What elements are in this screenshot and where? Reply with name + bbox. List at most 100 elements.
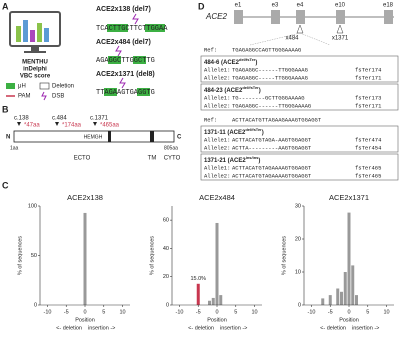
allele-sequence: ACTTACATGTAGA-AAGTGGAGGT <box>232 136 312 143</box>
allele-result: fsTer454 <box>355 144 382 151</box>
bar <box>196 283 200 305</box>
allele-sequence: TGAGAGGC------TTGGGAAAG <box>232 66 308 73</box>
panel-label: C <box>2 180 9 190</box>
ref-label: Ref: <box>204 116 217 123</box>
bar <box>321 298 325 305</box>
exon-label: e1 <box>235 3 242 9</box>
motif-label: HEMGH <box>84 134 103 140</box>
y-tick-label: 0 <box>166 302 169 308</box>
x-tick-label: 10 <box>383 309 389 315</box>
uh-highlight <box>104 88 117 96</box>
panel-label: B <box>2 104 9 114</box>
x-tick-label: -5 <box>328 309 333 315</box>
allele-name: Allele1: <box>204 66 230 73</box>
stop-label: *174aa <box>62 123 82 129</box>
y-tick-label: 40 <box>163 246 169 252</box>
x-tick-label: 0 <box>215 309 218 315</box>
dsb-mark <box>119 77 126 89</box>
y-tick-label: 20 <box>163 274 169 280</box>
x-tick-label: 5 <box>366 309 369 315</box>
y-tick-label: 0 <box>34 302 37 308</box>
clone-close: ) <box>259 88 261 94</box>
n-terminus: N <box>6 135 10 141</box>
legend-label: DSB <box>52 94 64 100</box>
clone-genotype: del/fsTer <box>245 127 262 132</box>
allele-result: fsTer465 <box>355 172 381 179</box>
allele-result: fsTer171 <box>355 102 382 109</box>
bar <box>83 212 87 305</box>
site-label: c.138 <box>14 116 29 122</box>
icon-bar <box>44 28 49 42</box>
domain-label: CYTO <box>164 156 181 162</box>
allele-sequence: TGAGAGGC-----TTGGGAAAAG <box>232 74 308 81</box>
clone-name: 484-23 (ACE2 <box>204 88 243 94</box>
panel-label: D <box>198 1 205 11</box>
bar <box>211 297 215 305</box>
uh-highlight <box>145 24 165 32</box>
x-axis-note: insertion -> <box>352 325 379 331</box>
allele-name: Allele2: <box>204 144 230 151</box>
legend-label: PAM <box>18 94 31 100</box>
y-tick-label: 50 <box>31 253 37 259</box>
bar <box>215 222 219 305</box>
y-tick-label: 20 <box>295 236 301 242</box>
uh-highlight <box>137 88 150 96</box>
site-label: c.1371 <box>90 116 109 122</box>
legend-label: Deletion <box>52 84 74 90</box>
guide-name: ACE2x1371 (del8) <box>96 71 155 78</box>
stop-label: *47aa <box>24 123 40 129</box>
site-label: c.484 <box>52 116 67 122</box>
panel-label: A <box>2 1 9 11</box>
y-axis-label: % of sequences <box>281 236 287 275</box>
icon-bar <box>30 30 35 42</box>
y-tick-label: 0 <box>298 302 301 308</box>
exon <box>384 10 393 24</box>
exon <box>296 10 305 24</box>
allele-result: fsTer474 <box>355 136 382 143</box>
clone-genotype: del/fsTer <box>242 85 259 90</box>
clone-name: 484-6 (ACE2 <box>204 60 240 66</box>
allele-name: Allele1: <box>204 164 230 171</box>
monitor-base <box>24 51 46 53</box>
c-terminus: C <box>177 135 182 141</box>
x-tick-label: 10 <box>251 309 257 315</box>
allele-sequence: ACTTACATGTAGAAAAGTGGAGGT <box>232 172 312 179</box>
bar <box>355 295 358 305</box>
exon <box>234 10 243 24</box>
exon-label: e18 <box>383 3 394 9</box>
clone-title: 484-6 (ACE2del/fsTer) <box>204 57 257 66</box>
clone-box <box>200 83 399 111</box>
site-label: x1371 <box>332 36 349 42</box>
bar <box>336 288 340 305</box>
allele-result: fsTer465 <box>355 164 381 171</box>
allele-result: fsTer174 <box>355 66 382 73</box>
x-axis-note: <- deletion <box>56 325 82 331</box>
icon-bar <box>37 23 42 42</box>
x-axis-note: <- deletion <box>320 325 346 331</box>
x-axis-label: Position <box>339 317 359 323</box>
motif-box <box>108 131 111 142</box>
clone-genotype: del/fsTer <box>239 57 256 62</box>
ref-label: Ref: <box>204 46 217 53</box>
chart-title: ACE2x138 <box>67 193 103 202</box>
uh-highlight <box>108 56 121 64</box>
x-tick-label: 5 <box>234 309 237 315</box>
x-axis-label: Position <box>207 317 227 323</box>
end-label: 805aa <box>164 145 178 151</box>
uh-highlight <box>107 24 128 32</box>
monitor-stand <box>31 46 39 51</box>
bar <box>343 272 347 305</box>
guide-sequence: TCACTTGCTTCTTGGAA <box>96 25 168 33</box>
icon-bar <box>16 26 21 42</box>
guide-sequence: AGAGGCTTGGCTTG <box>96 57 155 65</box>
dsb-mark <box>132 13 139 25</box>
clone-title: 484-23 (ACE2del/fsTer) <box>204 85 261 94</box>
protein <box>13 130 175 143</box>
site-marker <box>296 24 304 34</box>
clone-close: ) <box>262 130 264 136</box>
y-axis-label: % of sequences <box>17 236 23 275</box>
ref-sequence: TGAGAGGCCAGTTGGGAAAAG <box>232 46 301 53</box>
clone-box <box>200 55 399 83</box>
tm-box <box>150 131 154 142</box>
